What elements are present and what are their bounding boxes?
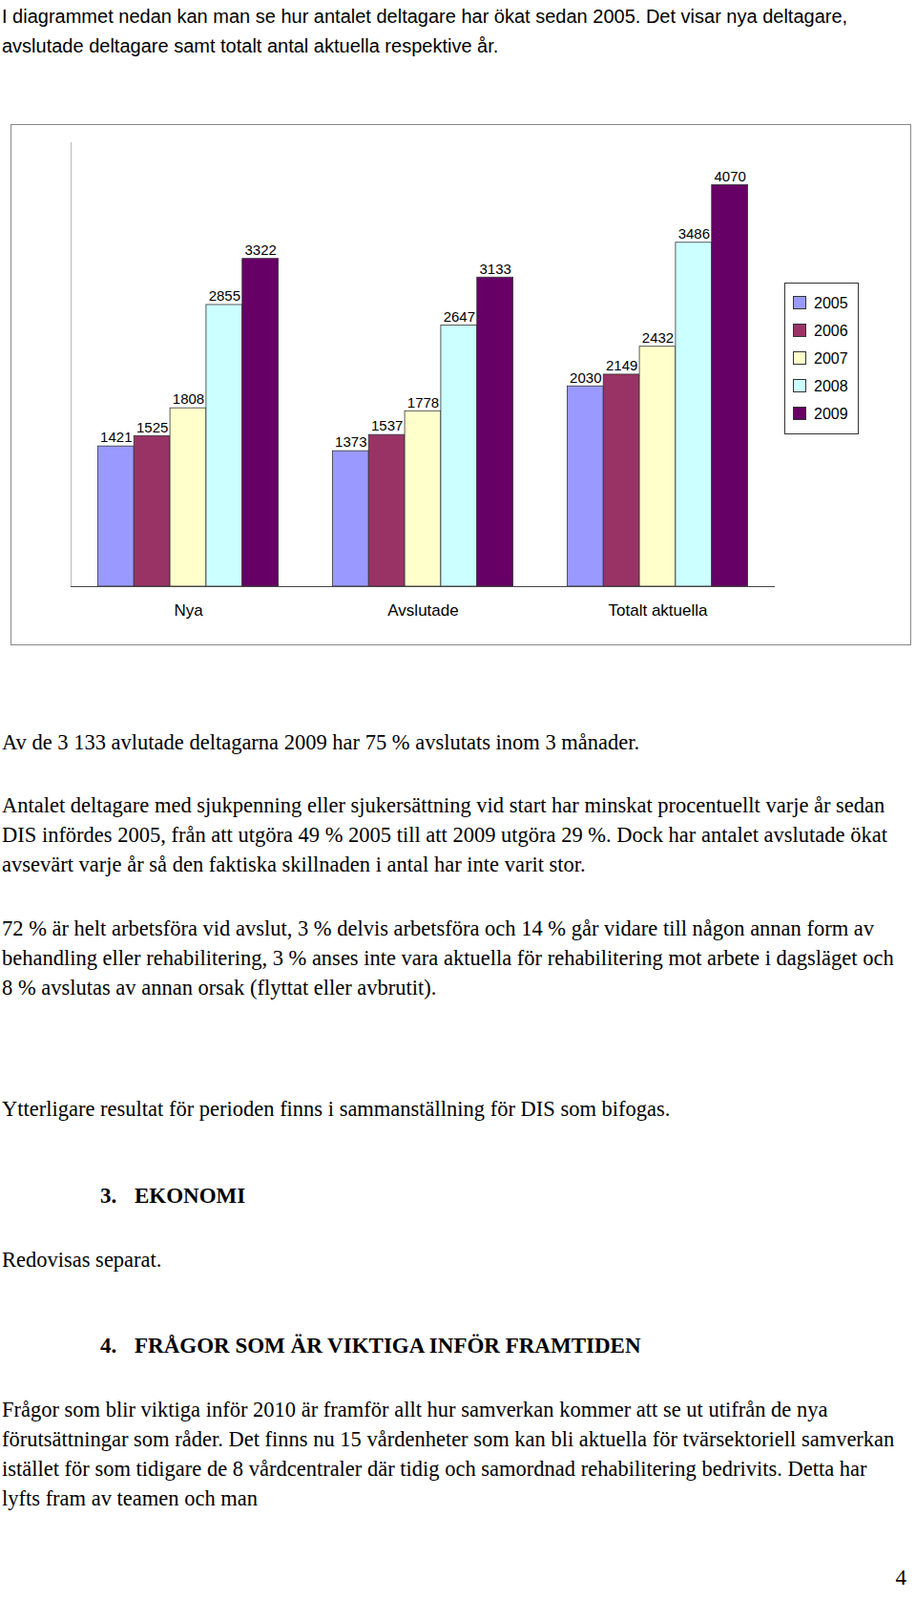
html-text:2006: 2006 bbox=[813, 322, 848, 339]
html-text:72 % är helt arbetsföra vid av: 72 % är helt arbetsföra vid avslut, 3 % … bbox=[1, 916, 894, 1000]
svg-text:1373: 1373 bbox=[334, 433, 367, 450]
html-text:EKONOMI: EKONOMI bbox=[134, 1183, 246, 1208]
svg-text:1421: 1421 bbox=[100, 428, 132, 445]
html-text:3.: 3. bbox=[100, 1183, 117, 1208]
html-text:2008: 2008 bbox=[813, 377, 848, 395]
svg-text:1778: 1778 bbox=[407, 394, 439, 411]
svg-text:Nya: Nya bbox=[173, 601, 204, 620]
svg-text:1808: 1808 bbox=[172, 390, 205, 407]
svg-text:1525: 1525 bbox=[136, 418, 168, 436]
svg-text:2647: 2647 bbox=[443, 308, 476, 325]
html-text:4: 4 bbox=[895, 1564, 907, 1589]
html-text:Av de 3 133 avlutade deltagarn: Av de 3 133 avlutade deltagarna 2009 har… bbox=[1, 729, 640, 754]
svg-text:2030: 2030 bbox=[569, 369, 602, 386]
html-text:2005: 2005 bbox=[813, 294, 848, 312]
html-text:2007: 2007 bbox=[813, 350, 848, 367]
html-text:4.: 4. bbox=[100, 1332, 117, 1357]
html-text:2009: 2009 bbox=[813, 405, 848, 422]
html-text:Frågor som blir viktiga inför: Frågor som blir viktiga inför 2010 är fr… bbox=[1, 1396, 895, 1510]
html-text:FRÅGOR SOM ÄR VIKTIGA INFÖR FR: FRÅGOR SOM ÄR VIKTIGA INFÖR FRAMTIDEN bbox=[134, 1332, 641, 1357]
svg-text:3322: 3322 bbox=[245, 241, 277, 258]
html-text:Antalet deltagare med sjukpenn: Antalet deltagare med sjukpenning eller … bbox=[1, 792, 888, 876]
svg-text:Avslutade: Avslutade bbox=[387, 601, 458, 620]
svg-text:2149: 2149 bbox=[605, 356, 638, 374]
svg-text:Totalt aktuella: Totalt aktuella bbox=[608, 601, 708, 620]
svg-text:1537: 1537 bbox=[371, 416, 403, 434]
svg-text:3133: 3133 bbox=[479, 260, 512, 277]
svg-text:3486: 3486 bbox=[678, 225, 710, 242]
html-text:Ytterligare resultat för perio: Ytterligare resultat för perioden finns … bbox=[1, 1096, 671, 1121]
html-text:I diagrammet nedan kan man se: I diagrammet nedan kan man se hur antale… bbox=[1, 5, 848, 57]
html-text:Redovisas separat.: Redovisas separat. bbox=[1, 1247, 162, 1271]
svg-text:2855: 2855 bbox=[208, 287, 241, 304]
svg-text:4070: 4070 bbox=[714, 167, 747, 185]
svg-text:2432: 2432 bbox=[642, 329, 674, 346]
